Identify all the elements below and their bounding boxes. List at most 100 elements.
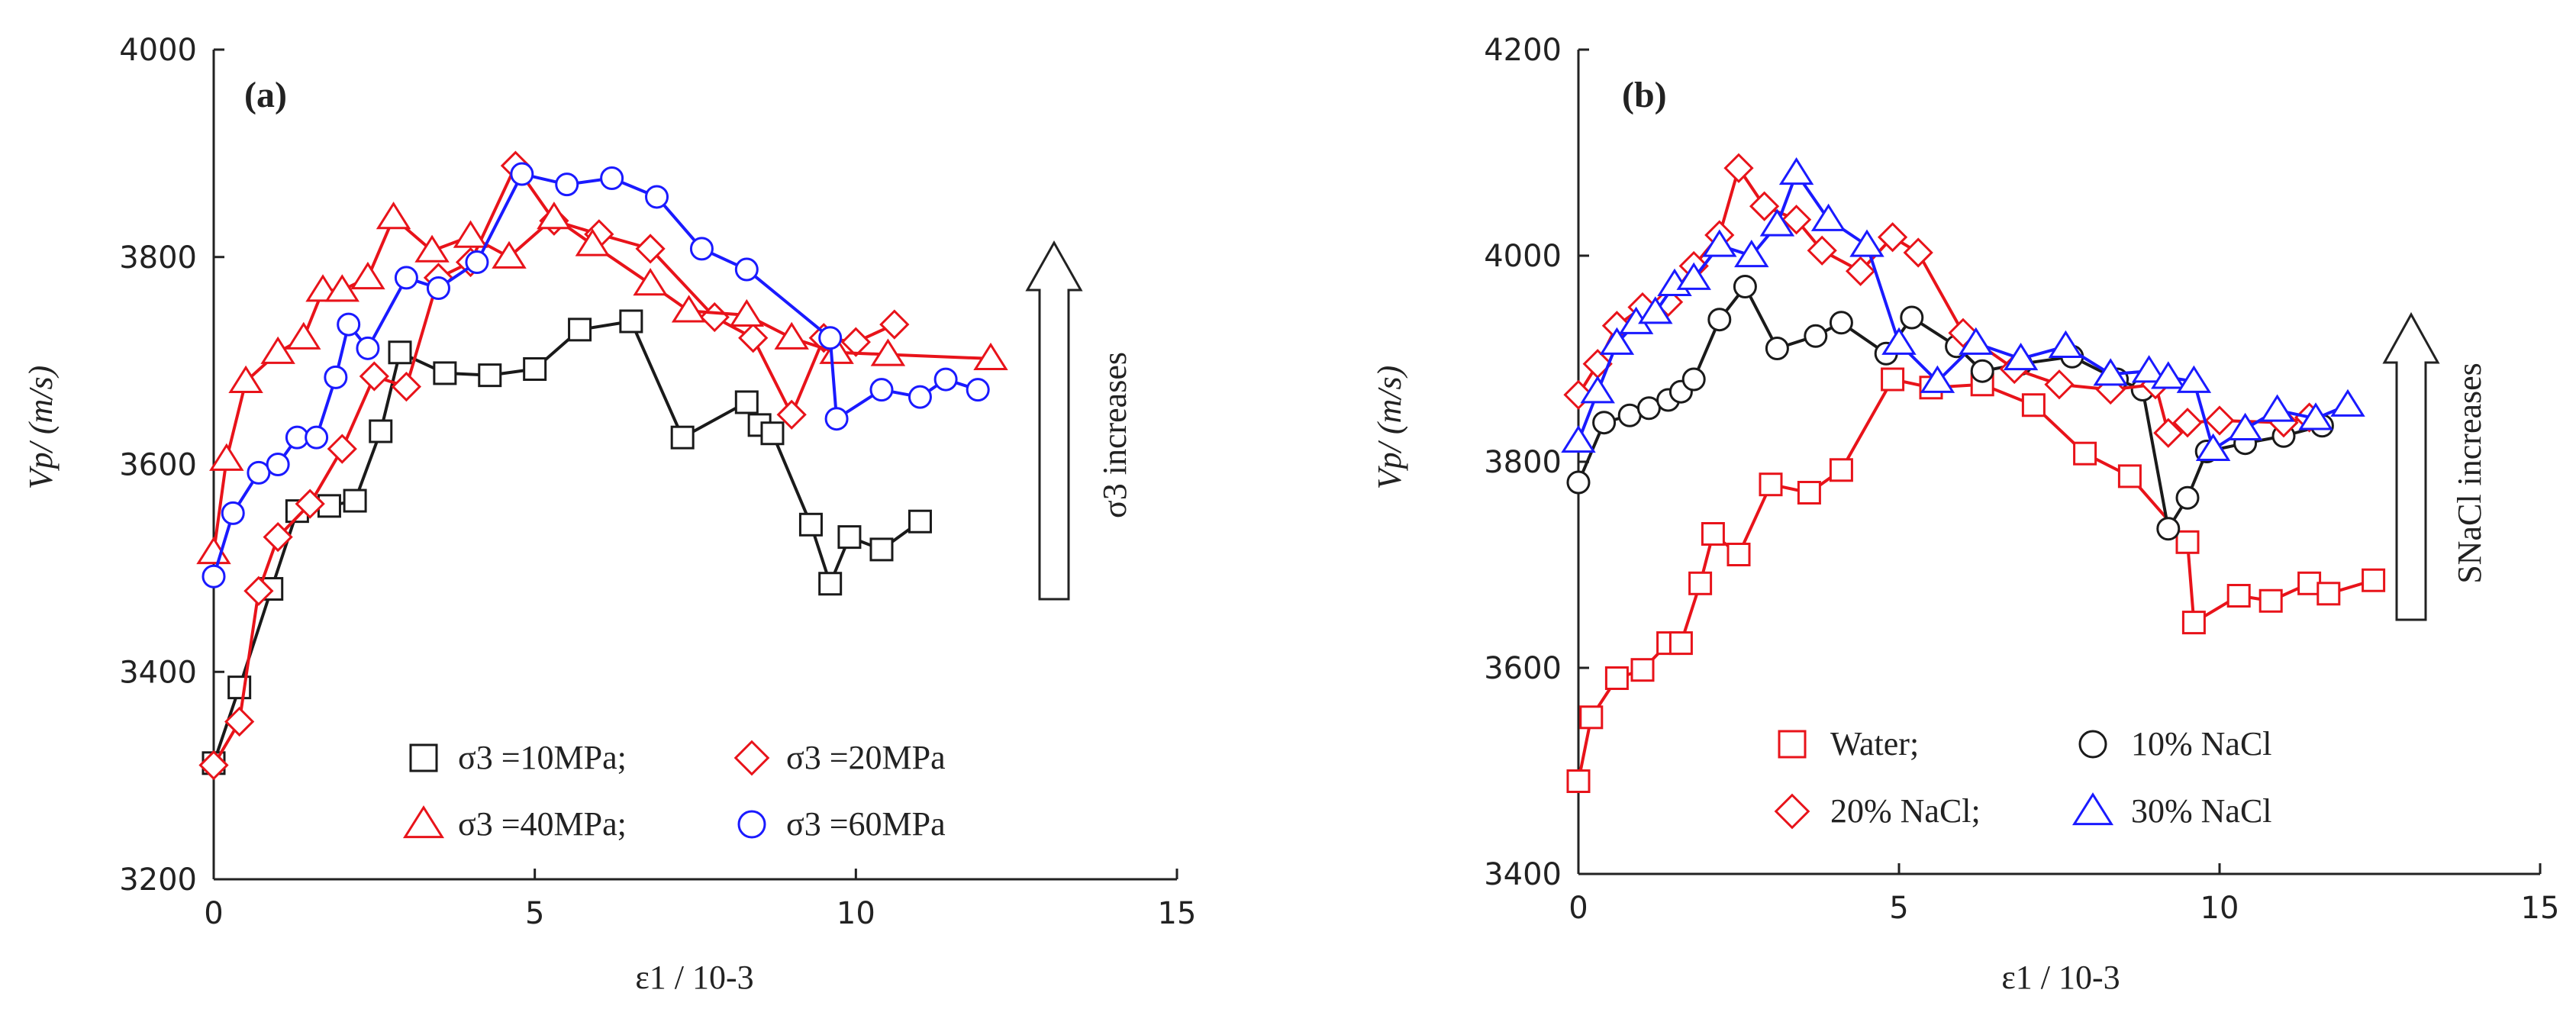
data-point bbox=[1903, 237, 1933, 268]
data-point bbox=[209, 443, 244, 471]
series-line bbox=[1577, 285, 2323, 530]
series-a-3 bbox=[202, 162, 990, 588]
data-point bbox=[1810, 203, 1846, 231]
legend-marker bbox=[2078, 730, 2107, 759]
x-ticks-b: 0 5 10 15 bbox=[1568, 863, 2559, 926]
increase-arrow-a bbox=[1025, 240, 1083, 601]
data-point bbox=[2316, 582, 2341, 606]
data-point bbox=[869, 537, 894, 562]
data-point bbox=[198, 750, 229, 781]
data-point bbox=[670, 425, 695, 450]
data-point bbox=[1561, 424, 1596, 453]
data-point bbox=[286, 321, 321, 350]
data-point bbox=[671, 295, 707, 323]
data-point bbox=[2227, 412, 2263, 440]
data-point bbox=[537, 201, 572, 230]
legend-label: 30% NaCl bbox=[2131, 792, 2272, 830]
data-point bbox=[260, 336, 295, 364]
data-point bbox=[729, 298, 765, 327]
data-point bbox=[243, 575, 274, 606]
data-point bbox=[1829, 311, 1853, 335]
data-point bbox=[1778, 156, 1814, 185]
x-ticks-a: 0 5 10 15 bbox=[204, 869, 1196, 931]
y-tick-label: 4000 bbox=[1484, 239, 1562, 274]
data-point bbox=[870, 338, 906, 366]
data-point bbox=[2226, 584, 2251, 608]
data-point bbox=[492, 240, 527, 269]
legend-a: σ3 =10MPa; σ3 =20MPa σ3 =40MPa; σ3 =60MPa bbox=[402, 739, 946, 843]
legend-marker bbox=[737, 810, 766, 839]
data-point bbox=[359, 361, 389, 392]
legend-label: σ3 =20MPa bbox=[786, 739, 946, 776]
x-axis-title-b: ε1 / 10-3 bbox=[2001, 959, 2120, 996]
data-point bbox=[453, 220, 488, 248]
data-point bbox=[734, 257, 759, 282]
data-point bbox=[2176, 365, 2212, 393]
data-point bbox=[1781, 205, 1812, 235]
data-point bbox=[1900, 305, 1924, 330]
data-point bbox=[1829, 458, 1853, 482]
data-point bbox=[2204, 405, 2235, 436]
arrow-annotation-b: SNaCl increases bbox=[2451, 363, 2488, 584]
y-axis-title-b: Vp/ (m/s) bbox=[1371, 366, 1408, 490]
data-point bbox=[1604, 666, 1629, 690]
data-point bbox=[837, 525, 862, 550]
data-point bbox=[426, 276, 450, 301]
series-b-3 bbox=[1561, 156, 2365, 461]
panel-b: 3400 3600 3800 4000 4200 0 5 10 15 (b) Vp/ (m/s… bbox=[1371, 33, 2559, 996]
panel-label-a: (a) bbox=[244, 75, 287, 115]
y-axis-title-a: Vp/ (m/s) bbox=[22, 366, 60, 490]
data-point bbox=[1668, 631, 1693, 656]
data-point bbox=[689, 237, 714, 261]
data-point bbox=[818, 572, 843, 596]
data-point bbox=[908, 509, 932, 534]
data-point bbox=[1959, 327, 1994, 355]
data-point bbox=[1726, 543, 1751, 566]
data-point bbox=[818, 326, 843, 350]
data-point bbox=[2156, 517, 2181, 541]
legend-label: 20% NaCl; bbox=[1830, 792, 1981, 830]
data-point bbox=[2151, 361, 2186, 389]
data-point bbox=[2362, 568, 2386, 592]
legend-label: Water; bbox=[1830, 725, 1919, 762]
data-point bbox=[1765, 337, 1789, 360]
data-point bbox=[327, 434, 357, 464]
y-tick-label: 3800 bbox=[119, 240, 197, 276]
x-tick-label: 0 bbox=[1568, 891, 1588, 926]
data-point bbox=[221, 501, 245, 525]
data-point bbox=[2021, 393, 2046, 418]
data-point bbox=[228, 365, 263, 393]
data-point bbox=[433, 361, 457, 385]
data-point bbox=[555, 172, 579, 197]
data-point bbox=[1599, 327, 1635, 355]
legend-marker bbox=[409, 743, 438, 772]
data-point bbox=[263, 521, 293, 553]
data-point bbox=[1702, 229, 1737, 257]
data-point bbox=[1701, 522, 1725, 546]
data-point bbox=[1877, 222, 1908, 253]
y-ticks-b: 3400 3600 3800 4000 4200 bbox=[1484, 33, 1589, 892]
x-tick-label: 5 bbox=[525, 896, 544, 931]
series-line bbox=[1577, 172, 2349, 451]
data-point bbox=[266, 453, 290, 476]
data-point bbox=[966, 378, 990, 402]
y-tick-label: 3200 bbox=[119, 862, 197, 898]
data-point bbox=[2330, 388, 2365, 417]
data-point bbox=[1579, 705, 1604, 730]
data-point bbox=[1592, 411, 1617, 435]
data-point bbox=[869, 378, 894, 402]
data-point bbox=[1804, 324, 1828, 348]
data-point bbox=[1688, 571, 1713, 595]
data-point bbox=[1733, 275, 1757, 298]
data-point bbox=[1849, 229, 1884, 257]
data-point bbox=[414, 234, 450, 263]
increase-arrow-b bbox=[2382, 311, 2440, 621]
data-point bbox=[738, 323, 769, 353]
legend-marker bbox=[2071, 792, 2114, 826]
x-tick-label: 15 bbox=[1158, 896, 1197, 931]
y-tick-label: 3600 bbox=[1484, 651, 1562, 686]
data-point bbox=[2003, 342, 2039, 371]
series-group-b bbox=[1561, 153, 2386, 793]
data-point bbox=[1566, 769, 1591, 793]
